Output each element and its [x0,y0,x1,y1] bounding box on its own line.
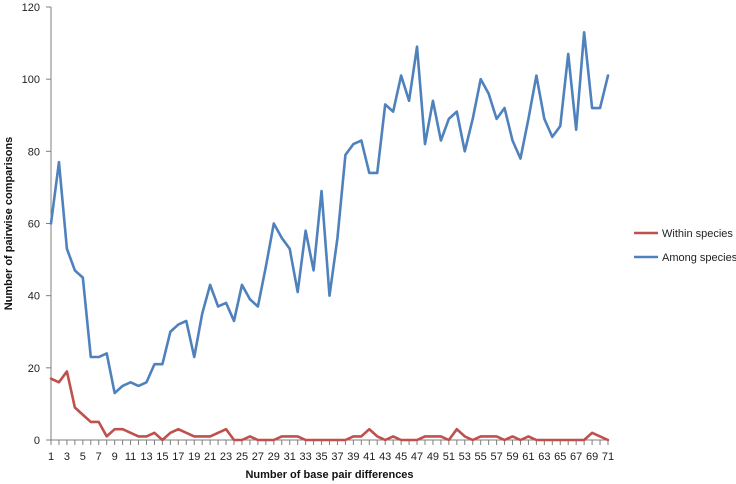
x-axis-ticks: 1 3 5 7 9 11 13 15 17 19 21 23 25 27 29 31 33 35 37 39 41 43 4… [48,440,614,463]
y-axis-title: Number of pairwise comparisons [3,137,15,311]
x-tick-label: 19 [188,451,200,463]
x-tick-label: 57 [490,451,502,463]
series-layer [49,30,610,442]
x-tick-label: 43 [379,451,391,463]
x-tick-label: 45 [395,451,407,463]
y-tick-label: 80 [28,146,40,158]
x-tick-label: 41 [363,451,375,463]
x-tick-label: 35 [315,451,327,463]
x-tick-label: 69 [586,451,598,463]
x-tick-label: 37 [331,451,343,463]
x-tick-label: 3 [64,451,70,463]
x-tick-label: 31 [284,451,296,463]
x-tick-label: 53 [459,451,471,463]
x-tick-label: 65 [554,451,566,463]
x-tick-label: 25 [236,451,248,463]
x-tick-label: 11 [125,451,136,463]
x-tick-label: 71 [602,451,614,463]
x-axis-title: Number of base pair differences [245,469,413,481]
legend-item-within-species: Within species [634,228,733,240]
x-tick-label: 47 [411,451,423,463]
x-tick-label: 33 [300,451,312,463]
y-tick-label: 40 [28,291,40,303]
legend-item-among-species: Among species [634,252,736,264]
y-tick-label: 60 [28,219,40,231]
x-tick-label: 27 [252,451,264,463]
legend: Within species Among species [634,228,736,264]
series-line-among-species [49,30,610,395]
x-tick-label: 29 [268,451,280,463]
x-tick-label: 63 [538,451,550,463]
x-tick-label: 61 [522,451,534,463]
x-tick-label: 21 [204,451,216,463]
x-tick-label: 15 [156,451,168,463]
x-tick-label: 51 [443,451,455,463]
x-tick-label: 17 [172,451,184,463]
legend-label: Among species [662,252,736,264]
y-tick-label: 20 [28,363,40,375]
y-tick-label: 0 [34,435,40,447]
x-tick-label: 7 [96,451,102,463]
x-tick-label: 49 [427,451,439,463]
x-tick-label: 59 [506,451,518,463]
x-tick-label: 13 [140,451,152,463]
y-axis-ticks: 0 20 40 60 80 100 120 [22,2,51,447]
y-tick-label: 100 [22,74,40,86]
x-tick-label: 67 [570,451,582,463]
y-tick-label: 120 [22,2,40,14]
x-tick-label: 1 [48,451,54,463]
series-line-within-species [49,370,610,442]
x-tick-label: 55 [475,451,487,463]
legend-label: Within species [662,228,733,240]
x-tick-label: 5 [80,451,86,463]
x-tick-label: 9 [112,451,118,463]
x-tick-label: 39 [347,451,359,463]
x-tick-label: 23 [220,451,232,463]
